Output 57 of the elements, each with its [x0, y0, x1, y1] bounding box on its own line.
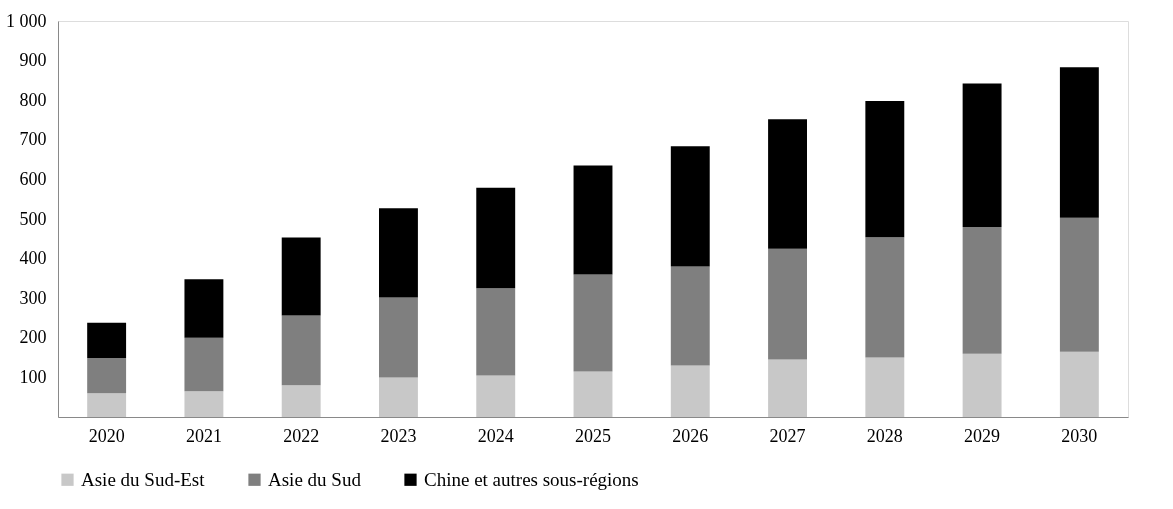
bar [768, 359, 807, 417]
bar [670, 146, 710, 267]
y-tick-label: 700 [19, 129, 47, 150]
bar [962, 353, 1002, 417]
bar [768, 119, 807, 249]
x-tick-label: 2024 [477, 425, 514, 446]
x-tick-label: 2027 [769, 425, 806, 446]
bar [962, 83, 1002, 227]
legend-label: Chine et autres sous-régions [424, 468, 639, 490]
y-tick-label: 900 [19, 50, 47, 71]
bar [476, 187, 516, 289]
y-tick-label: 800 [19, 89, 47, 110]
bar [379, 377, 418, 417]
bar [281, 385, 321, 417]
bar [87, 358, 127, 394]
bar [573, 165, 613, 275]
x-tick-label: 2030 [1061, 425, 1098, 446]
legend-label: Asie du Sud [268, 468, 362, 490]
x-tick-label: 2022 [283, 425, 320, 446]
bar [573, 274, 613, 372]
bar [184, 279, 224, 338]
y-tick-label: 400 [19, 248, 47, 269]
bar [962, 226, 1002, 354]
bar [476, 288, 516, 376]
legend-label: Asie du Sud-Est [81, 468, 206, 490]
bar [768, 248, 807, 360]
y-tick-label: 1 000 [6, 10, 47, 31]
bar [1059, 217, 1099, 352]
bar [87, 393, 127, 417]
y-tick-label: 300 [19, 287, 47, 308]
x-tick-label: 2021 [185, 425, 222, 446]
bar [87, 322, 127, 358]
bar [476, 375, 516, 417]
x-tick-label: 2026 [672, 425, 709, 446]
bar [865, 237, 905, 358]
bar [184, 391, 224, 417]
bar [281, 315, 321, 386]
bar [379, 208, 418, 298]
bar [573, 371, 613, 417]
x-tick-label: 2020 [88, 425, 125, 446]
bar [865, 100, 905, 238]
bar [281, 237, 321, 316]
x-tick-label: 2028 [866, 425, 903, 446]
x-tick-label: 2025 [575, 425, 611, 446]
bar [1059, 351, 1099, 417]
y-tick-label: 600 [19, 168, 47, 189]
bar [670, 365, 710, 417]
bar [379, 297, 418, 378]
y-tick-label: 500 [19, 208, 47, 229]
bar [865, 357, 905, 417]
y-tick-label: 100 [19, 366, 47, 387]
y-tick-label: 200 [19, 327, 47, 348]
bar [670, 266, 710, 366]
x-tick-label: 2023 [380, 425, 417, 446]
x-tick-label: 2029 [964, 425, 1001, 446]
bar [184, 337, 224, 392]
bar [1059, 67, 1099, 218]
